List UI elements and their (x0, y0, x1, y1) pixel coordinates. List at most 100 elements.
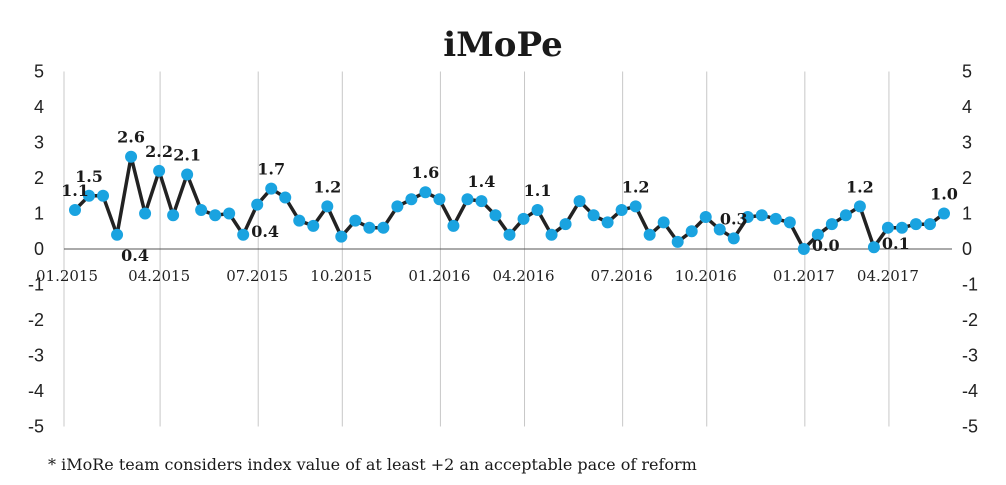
data-point (769, 212, 782, 225)
data-point (293, 214, 306, 227)
data-point (195, 203, 208, 216)
data-point (419, 186, 432, 199)
data-point (335, 230, 348, 243)
data-label: 0.3 (720, 209, 748, 228)
data-point (377, 221, 390, 234)
data-point (531, 203, 544, 216)
data-point (573, 195, 586, 208)
data-point (461, 193, 474, 206)
data-point (545, 228, 558, 241)
data-point (125, 150, 138, 163)
data-point (405, 193, 418, 206)
data-label: 1.0 (930, 185, 958, 204)
data-label: 2.2 (145, 142, 173, 161)
data-point (475, 195, 488, 208)
data-point (713, 223, 726, 236)
data-point (657, 216, 670, 229)
data-label: 1.2 (846, 177, 874, 196)
x-tick-label: 07.2015 (226, 267, 288, 285)
data-point (629, 200, 642, 213)
data-point (699, 211, 712, 224)
data-label: 1.5 (75, 167, 103, 186)
y-tick-label-left: 5 (34, 62, 44, 82)
data-point (783, 216, 796, 229)
data-label: 1.2 (313, 177, 341, 196)
data-label: 0.1 (882, 234, 910, 253)
data-point (391, 200, 404, 213)
left-y-axis: 5 4 3 2 1 0 -1 -2 -3 -4 -5 (28, 62, 44, 437)
chart-title: iMoPe (443, 25, 563, 65)
y-tick-label-right: -1 (962, 275, 978, 295)
y-tick-label-left: 1 (34, 204, 44, 224)
data-point (938, 207, 950, 220)
data-point (153, 164, 166, 177)
data-label: 2.1 (173, 145, 201, 164)
data-point (853, 200, 866, 213)
data-point (615, 203, 628, 216)
data-point (601, 216, 614, 229)
x-tick-label: 01.2016 (408, 267, 470, 285)
data-point (923, 218, 936, 231)
y-tick-label-left: -5 (28, 417, 44, 437)
y-tick-label-right: -2 (962, 310, 978, 330)
y-tick-label-left: 2 (34, 168, 44, 188)
data-point (307, 219, 320, 232)
data-point (97, 189, 110, 202)
y-tick-label-left: -3 (28, 346, 44, 366)
data-point (643, 228, 656, 241)
data-point (363, 221, 376, 234)
y-tick-label-right: -5 (962, 417, 978, 437)
data-point (349, 214, 362, 227)
data-point (671, 235, 684, 248)
x-tick-label: 01.2015 (36, 267, 98, 285)
data-point (881, 221, 894, 234)
y-tick-label-left: -4 (28, 381, 44, 401)
data-point (279, 191, 292, 204)
data-point (223, 207, 236, 220)
x-tick-label: 07.2016 (591, 267, 653, 285)
data-point (741, 211, 754, 224)
data-label: 1.1 (524, 181, 552, 200)
data-point (237, 228, 250, 241)
x-tick-label: 04.2017 (857, 267, 919, 285)
y-tick-label-right: -4 (962, 381, 978, 401)
y-tick-label-left: -2 (28, 310, 44, 330)
data-label: 0.0 (812, 236, 840, 255)
data-point (139, 207, 152, 220)
y-tick-label-left: 0 (34, 239, 44, 259)
y-tick-label-right: 1 (962, 204, 972, 224)
data-label: 1.2 (622, 177, 650, 196)
data-point (839, 209, 852, 222)
data-point (587, 209, 600, 222)
y-tick-label-left: -1 (28, 275, 44, 295)
data-point (517, 212, 530, 225)
data-label: 1.4 (468, 172, 496, 191)
right-y-axis: 5 4 3 2 1 0 -1 -2 -3 -4 -5 (962, 62, 978, 437)
y-tick-label-right: 0 (962, 239, 972, 259)
y-tick-label-right: 2 (962, 168, 972, 188)
data-point (811, 228, 824, 241)
x-tick-label: 01.2017 (773, 267, 835, 285)
data-point (83, 189, 96, 202)
data-label: 2.6 (117, 128, 145, 147)
x-axis-tick-labels: 01.2015 04.2015 07.2015 10.2015 01.2016 04.20… (36, 267, 919, 285)
data-point (167, 209, 180, 222)
data-point (209, 209, 222, 222)
footnote: * iMoRe team considers index value of at… (48, 455, 697, 474)
data-point (489, 209, 502, 222)
data-point (895, 221, 908, 234)
data-point (265, 182, 278, 195)
data-label: 0.4 (251, 222, 279, 241)
data-point (727, 232, 740, 245)
data-point (251, 198, 264, 211)
data-point (503, 228, 516, 241)
data-label: 1.7 (257, 160, 285, 179)
data-point (559, 218, 572, 231)
data-point (321, 200, 334, 213)
data-point (797, 243, 810, 255)
y-tick-label-right: -3 (962, 346, 978, 366)
y-tick-label-right: 5 (962, 62, 972, 82)
x-tick-label: 04.2016 (493, 267, 555, 285)
x-tick-label: 04.2015 (128, 267, 190, 285)
